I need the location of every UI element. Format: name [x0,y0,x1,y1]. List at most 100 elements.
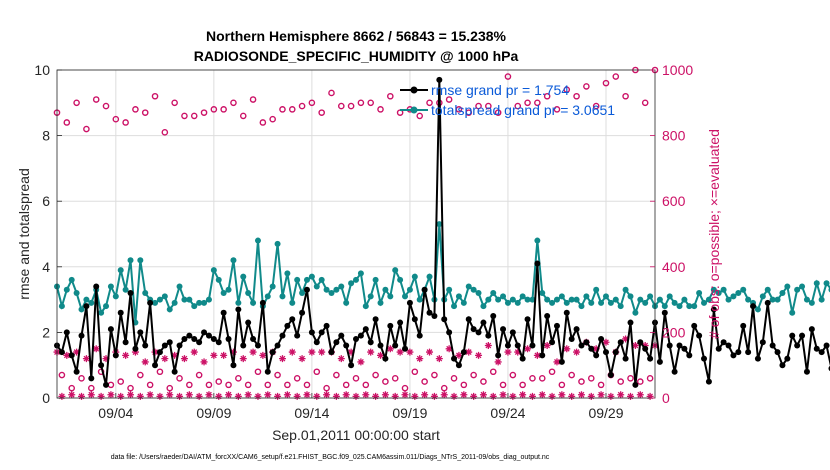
rmse-point [58,349,65,356]
possible-obs-point [151,92,159,100]
rmse-point [152,362,159,369]
rmse-point [632,381,639,388]
totalspread-point [240,273,247,280]
rmse-point [387,322,394,329]
rmse-point [441,316,448,323]
possible-obs-point [303,381,311,389]
possible-obs-point [548,368,556,376]
possible-obs-point [612,73,620,80]
evaluated-obs-point [254,392,262,400]
rmse-point [132,345,139,352]
totalspread-point [451,303,458,310]
evaluated-obs-point [278,355,286,363]
totalspread-point [794,286,801,293]
possible-obs-point [416,112,424,120]
totalspread-point [514,299,521,306]
rmse-point [137,329,144,336]
rmse-point [671,368,678,375]
totalspread-point [127,257,134,264]
totalspread-point [701,299,708,306]
rmse-point [666,342,673,349]
totalspread-point [740,286,747,293]
possible-obs-point [431,371,438,379]
possible-obs-point [205,381,213,389]
rmse-point [186,332,193,339]
rmse-point [500,326,507,333]
evaluated-obs-point [568,392,576,400]
possible-obs-point [88,384,95,392]
possible-obs-point [293,375,301,382]
possible-obs-point [347,102,355,110]
totalspread-point [808,299,815,306]
evaluated-obs-point [259,351,267,359]
possible-obs-point [83,125,90,133]
rmse-series [54,76,830,388]
possible-obs-point [382,378,389,385]
evaluated-obs-point [337,355,345,363]
possible-obs-point [617,378,624,385]
totalspread-point [274,240,281,247]
possible-obs-point [646,375,654,382]
rmse-point [563,309,570,316]
rmse-point [416,332,423,339]
rmse-point [495,352,502,359]
evaluated-obs-point [504,348,512,356]
evaluated-obs-point [430,392,438,400]
rmse-point [411,316,418,323]
totalspread-point [710,286,717,293]
evaluated-obs-point [225,391,233,399]
totalspread-point [426,273,433,280]
totalspread-point [553,296,560,303]
totalspread-point [588,299,595,306]
rmse-point [78,332,85,339]
possible-obs-point [362,381,370,389]
rmse-point [696,332,703,339]
rmse-point [607,372,614,379]
rmse-point [406,299,413,306]
possible-obs-point [210,106,218,113]
y-axis-label-left: rmse and totalspread [16,168,32,300]
rmse-point [451,355,458,362]
totalspread-point [661,303,668,310]
evaluated-obs-point [406,348,414,356]
evaluated-obs-point [592,345,600,353]
totalspread-point [235,299,242,306]
evaluated-obs-point [127,391,135,399]
evaluated-obs-point [166,391,174,399]
evaluated-obs-point [597,391,605,399]
possible-obs-point [367,99,375,107]
rmse-point [245,319,252,326]
rmse-point [274,342,281,349]
totalspread-point [730,293,737,300]
rmse-point [730,352,737,359]
totalspread-point [171,299,178,306]
evaluated-obs-point [626,392,634,400]
evaluated-obs-point [391,392,399,400]
rmse-point [156,349,163,356]
possible-obs-point [328,89,335,97]
rmse-point [196,339,203,346]
evaluated-obs-point [156,392,164,400]
rmse-point [303,286,310,293]
possible-obs-point [244,381,252,389]
evaluated-obs-point [617,391,625,399]
rmse-point [485,332,492,339]
chart-title: Northern Hemisphere 8662 / 56843 = 15.23… [206,28,507,44]
possible-obs-point [592,102,600,110]
evaluated-obs-point [460,391,468,399]
rmse-point [509,329,516,336]
rmse-point [254,342,261,349]
rmse-point [735,349,742,356]
rmse-point [627,319,634,326]
rmse-point [338,332,345,339]
possible-obs-point [391,375,399,382]
evaluated-obs-point [239,355,247,363]
legend: rmse grand pr = 1.754 totalspread grand … [400,82,615,118]
rmse-point [112,352,119,359]
possible-obs-point [587,375,595,382]
possible-obs-point [440,384,448,392]
totalspread-point [328,290,335,297]
possible-obs-point [117,378,125,385]
x-tick-label: 09/24 [490,405,525,421]
totalspread-point [495,296,502,303]
